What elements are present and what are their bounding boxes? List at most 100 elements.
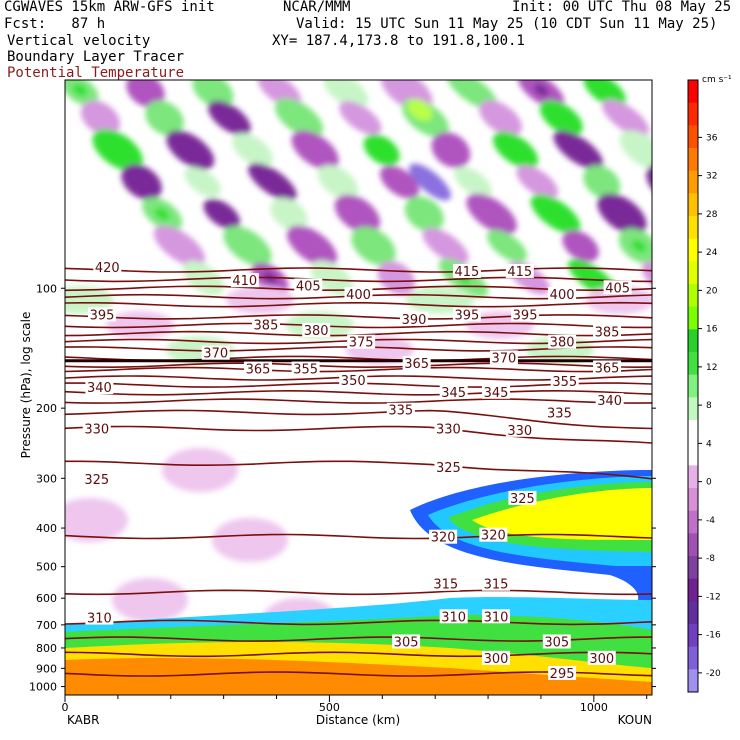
theta-label-330: 330 (507, 424, 532, 439)
theta-label-bg (431, 576, 460, 591)
theta-label-bg (93, 260, 122, 275)
theta-label-405: 405 (296, 280, 321, 295)
theta-label-395: 395 (454, 308, 479, 323)
downdraft-peak (409, 163, 451, 201)
theta-label-bg (511, 307, 540, 322)
valid-time: Valid: 15 UTC Sun 11 May 25 (10 CDT Sun … (296, 16, 718, 32)
theta-label-320: 320 (431, 531, 456, 546)
theta-contour-325 (65, 460, 652, 480)
theta-label-bg (85, 380, 114, 395)
downdraft-cell (602, 99, 650, 137)
theta-label-bg (244, 361, 273, 376)
downdraft-cell (334, 194, 381, 234)
theta-label-bg (587, 650, 616, 665)
theta-label-385: 385 (595, 325, 620, 340)
theta-contour-345 (65, 389, 652, 396)
y-tick-label-700: 700 (36, 619, 57, 632)
downdraft-cell (586, 286, 652, 314)
theta-contour-330 (65, 425, 652, 444)
updraft-core (508, 143, 523, 157)
colorbar-swatch (688, 624, 698, 648)
updraft-core (548, 207, 563, 221)
theta-label-bg (85, 610, 114, 625)
theta-label-bg (347, 334, 376, 349)
colorbar-swatch (688, 601, 698, 625)
theta-label-300: 300 (589, 652, 614, 667)
theta-label-315: 315 (484, 578, 509, 593)
x-tick-label-500: 500 (319, 701, 340, 714)
theta-label-325: 325 (510, 492, 535, 507)
theta-contour-360 (65, 366, 652, 373)
theta-label-410: 410 (232, 274, 257, 289)
theta-label-bg (302, 322, 331, 337)
theta-label-bg (593, 324, 622, 339)
y-tick-label-900: 900 (36, 662, 57, 675)
colorbar-swatch (688, 374, 698, 398)
downdraft-core (265, 175, 280, 189)
theta-label-bg (452, 307, 481, 322)
downdraft-core (534, 83, 549, 97)
theta-label-350: 350 (341, 374, 366, 389)
theta-label-bg (344, 287, 373, 302)
y-tick-label-300: 300 (36, 472, 57, 485)
theta-label-bg (392, 634, 421, 649)
theta-contour-365 (65, 362, 652, 369)
y-tick-label-500: 500 (36, 561, 57, 574)
updraft-cell (145, 100, 184, 136)
updraft-cell (619, 130, 652, 170)
downdraft-cell (422, 227, 469, 265)
theta-label-bg (88, 307, 117, 322)
theta-label-bg (479, 527, 508, 542)
theta-label-bg (82, 472, 111, 487)
right-endpoint-label: KOUN (618, 713, 652, 727)
theta-label-bg (402, 356, 431, 371)
colorbar-label-28: 28 (706, 210, 718, 220)
theta-label-325: 325 (436, 461, 461, 476)
downdraft-cell (286, 225, 338, 267)
downdraft-cell (126, 80, 165, 108)
theta-label-bg (230, 273, 259, 288)
theta-label-415: 415 (454, 265, 479, 280)
colorbar-swatch (688, 125, 698, 149)
colorbar: 36 32 28 24 20 16 12 8 4 0 -4 -8 -12 -16 -20 (687, 79, 721, 693)
downdraft-cell (380, 165, 420, 199)
theta-label-bg (201, 345, 230, 360)
theta-label-385: 385 (254, 318, 279, 333)
theta-contour-labels: 420 410 405 400 415 415 400 405 395 385 380 390 395 3… (82, 260, 632, 682)
theta-label-330: 330 (84, 422, 109, 437)
downdraft-cell (65, 498, 128, 542)
y-tick-label-200: 200 (36, 402, 57, 415)
colorbar-units: cm s⁻¹ (702, 75, 732, 85)
updraft-core (155, 207, 170, 221)
field-boundary-layer-tracer: Boundary Layer Tracer (7, 49, 185, 65)
downdraft-core (571, 143, 586, 157)
downdraft-cell (212, 518, 288, 562)
colorbar-swatch (688, 80, 698, 104)
theta-label-340: 340 (87, 381, 112, 396)
theta-label-400: 400 (346, 288, 371, 303)
theta-label-345: 345 (441, 386, 466, 401)
downdraft-cell (431, 132, 471, 168)
updraft-cell (486, 229, 528, 263)
colorbar-label-32: 32 (706, 172, 717, 182)
colorbar-swatch (688, 352, 698, 376)
updraft-cell (404, 196, 444, 232)
colorbar-label--16: -16 (706, 631, 721, 641)
theta-label-340: 340 (597, 394, 622, 409)
colorbar-frame (687, 79, 699, 693)
distance-axis: 0 500 1000 (62, 695, 648, 714)
theta-label-bg (400, 311, 429, 326)
theta-label-bg (434, 460, 463, 475)
updraft-core (110, 143, 125, 157)
colorbar-swatch (688, 556, 698, 580)
colorbar-swatch (688, 238, 698, 262)
field-vertical-velocity: Vertical velocity (7, 33, 151, 49)
downdraft-core (214, 207, 229, 221)
colorbar-label-8: 8 (706, 401, 712, 411)
updraft-core (585, 271, 600, 285)
downdraft-cell (257, 80, 302, 108)
colorbar-swatch (688, 488, 698, 512)
downdraft-cell (562, 230, 599, 262)
theta-label-bg (550, 374, 579, 389)
theta-label-bg (508, 490, 537, 505)
